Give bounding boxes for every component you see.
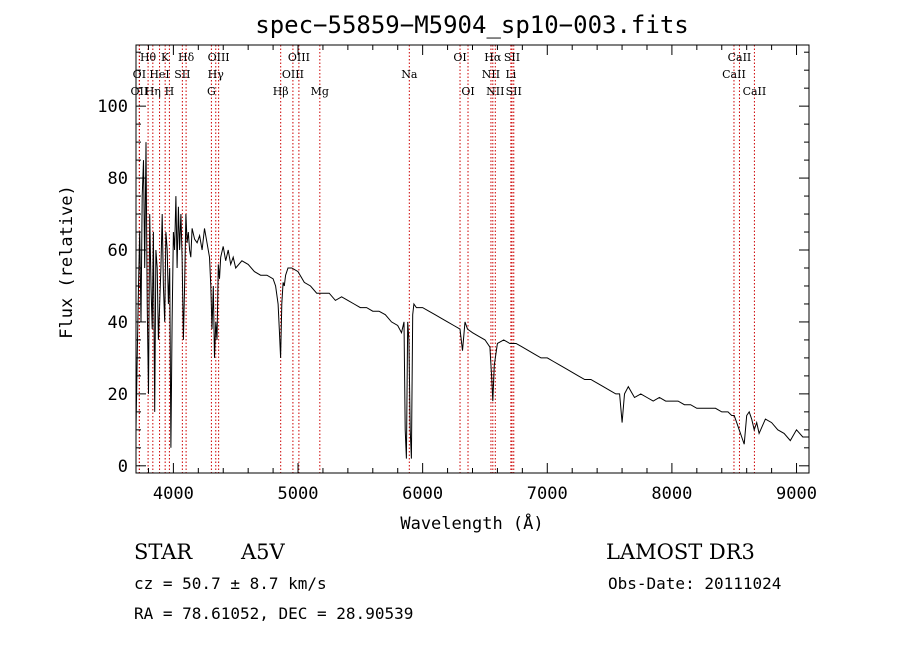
line-label-18: OII: [131, 85, 149, 98]
x-tick-label-1: 5000: [278, 484, 319, 504]
line-label-20: H: [165, 85, 175, 98]
line-label-12: Hγ: [208, 68, 225, 81]
coordinates: RA = 78.61052, DEC = 28.90539: [134, 604, 413, 623]
x-tick-label-4: 8000: [651, 484, 692, 504]
line-label-15: NII: [482, 68, 500, 81]
x-tick-label-0: 4000: [153, 484, 194, 504]
line-label-23: Mg: [311, 85, 329, 98]
survey-name: LAMOST DR3: [606, 540, 755, 564]
y-tick-label-2: 40: [108, 313, 128, 333]
line-label-21: G: [207, 85, 216, 98]
line-label-19: Hη: [145, 85, 161, 98]
spectral-line-markers: [138, 45, 755, 473]
line-label-26: SII: [506, 85, 522, 98]
line-label-2: Hδ: [178, 51, 195, 64]
y-tick-label-0: 0: [118, 457, 128, 477]
line-label-16: Li: [505, 68, 516, 81]
object-class: STAR: [134, 540, 193, 564]
x-axis-label: Wavelength (Å): [400, 512, 543, 534]
line-label-1: K: [161, 51, 170, 64]
line-label-27: CaII: [743, 85, 767, 98]
line-label-14: Na: [401, 68, 418, 81]
x-tick-label-3: 7000: [527, 484, 568, 504]
x-tick-label-5: 9000: [776, 484, 817, 504]
object-subclass: A5V: [240, 540, 286, 564]
line-label-4: OIII: [288, 51, 310, 64]
line-label-17: CaII: [722, 68, 746, 81]
line-label-22: Hβ: [273, 85, 289, 98]
line-label-13: OIII: [282, 68, 304, 81]
line-label-25: NII: [486, 85, 504, 98]
line-label-3: OIII: [208, 51, 230, 64]
x-tick-label-2: 6000: [402, 484, 443, 504]
y-axis-label: Flux (relative): [57, 185, 77, 339]
redshift-info: cz = 50.7 ± 8.7 km/s: [134, 574, 327, 593]
y-tick-label-3: 60: [108, 241, 128, 261]
line-label-8: CaII: [728, 51, 752, 64]
line-label-11: SII: [174, 68, 190, 81]
spectrum-line: [135, 142, 809, 459]
line-label-0: Hθ: [140, 51, 157, 64]
obs-date: Obs-Date: 20111024: [608, 574, 781, 593]
line-label-7: SII: [504, 51, 520, 64]
line-label-5: OI: [453, 51, 466, 64]
y-tick-label-4: 80: [108, 169, 128, 189]
axis-ticks: 4000 5000 6000 7000 8000 9000 0 20 40 60 80 100: [97, 45, 817, 504]
y-tick-label-1: 20: [108, 385, 128, 405]
chart-title: spec−55859−M5904_sp10−003.fits: [255, 11, 688, 39]
line-label-24: OI: [461, 85, 474, 98]
line-label-6: Hα: [484, 51, 502, 64]
line-label-10: HeI: [149, 68, 169, 81]
y-tick-label-5: 100: [97, 97, 128, 117]
